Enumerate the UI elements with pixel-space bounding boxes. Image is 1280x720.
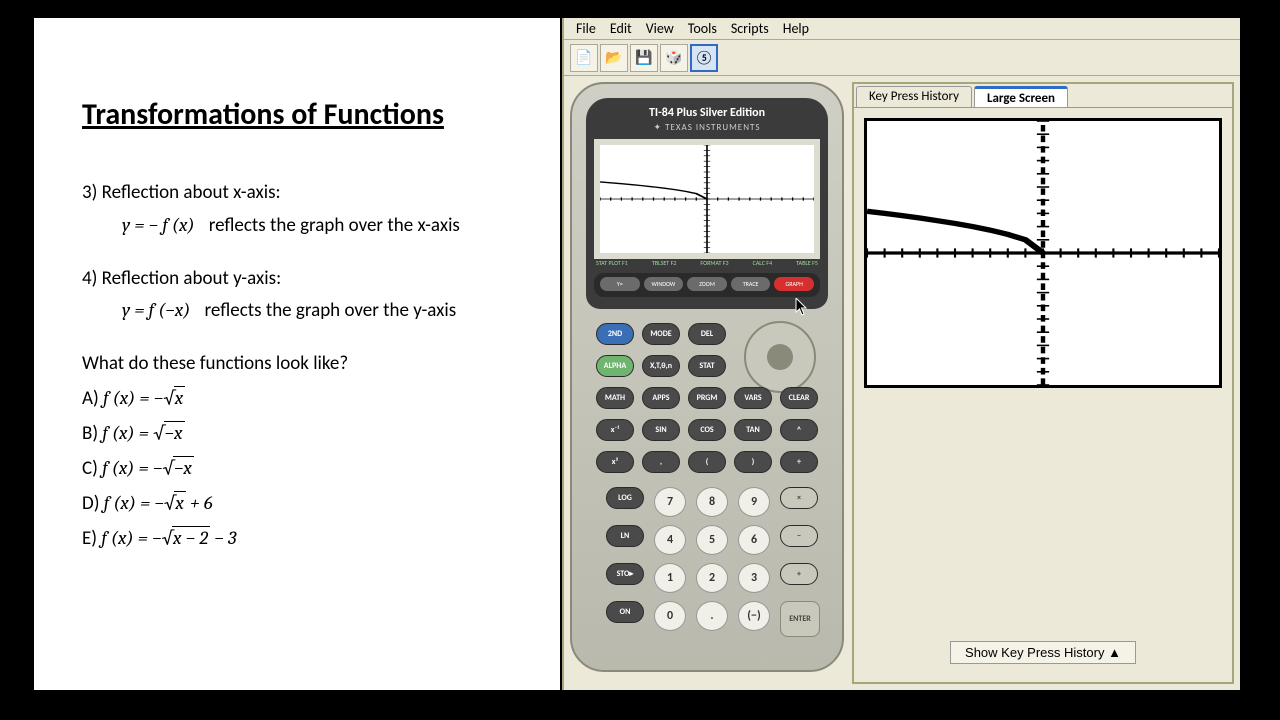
menu-tools[interactable]: Tools [682,19,723,38]
tab-large-screen[interactable]: Large Screen [974,86,1068,107]
key-div[interactable]: ÷ [780,451,818,473]
toolbar-save-icon[interactable]: 💾 [630,44,658,72]
menu-view[interactable]: View [640,19,680,38]
question: What do these functions look like? [82,352,520,375]
small-graph [600,145,814,253]
key-mode[interactable]: MODE [642,323,680,345]
key-graph[interactable]: GRAPH [774,277,814,291]
key-xinv[interactable]: x⁻¹ [596,419,634,441]
key-window[interactable]: WINDOW [644,277,684,291]
item-4: 4) Reflection about y-axis: [82,267,520,292]
item-3-eq: y = − f (x) reflects the graph over the … [122,214,520,237]
keypad: 2ND MODE DEL ALPHA X,T,θ,n STAT MATH APP… [586,317,828,677]
eq4: y = f (−x) [122,299,190,321]
key-7[interactable]: 7 [654,487,686,517]
key-mul[interactable]: × [780,487,818,509]
tabs: Key Press History Large Screen [854,84,1232,108]
calculator: TI-84 Plus Silver Edition ✦ TEXAS INSTRU… [570,82,844,672]
key-8[interactable]: 8 [696,487,728,517]
calc-brand: ✦ TEXAS INSTRUMENTS [594,122,820,133]
key-lpar[interactable]: ( [688,451,726,473]
key-ln[interactable]: LN [606,525,644,547]
emulator-panel: File Edit View Tools Scripts Help 📄 📂 💾 … [562,18,1240,690]
key-comma[interactable]: , [642,451,680,473]
key-stat[interactable]: STAT [688,355,726,377]
key-clear[interactable]: CLEAR [780,387,818,409]
key-3[interactable]: 3 [738,563,770,593]
calc-model: TI-84 Plus Silver Edition [594,106,820,120]
key-enter[interactable]: ENTER [780,601,820,637]
key-caret[interactable]: ^ [780,419,818,441]
large-graph [867,121,1219,385]
option-d: D) f (x) = −x + 6 [82,492,520,515]
key-2[interactable]: 2 [696,563,728,593]
toolbar: 📄 📂 💾 🎲 ⑤ [564,40,1240,76]
key-sin[interactable]: SIN [642,419,680,441]
large-screen [864,118,1222,388]
key-9[interactable]: 9 [738,487,770,517]
key-6[interactable]: 6 [738,525,770,555]
document-panel: Transformations of Functions 3) Reflecti… [34,18,562,690]
key-alpha[interactable]: ALPHA [596,355,634,377]
key-cos[interactable]: COS [688,419,726,441]
toolbar-open-icon[interactable]: 📂 [600,44,628,72]
eq3-desc: reflects the graph over the x-axis [209,214,460,237]
key-dot[interactable]: . [696,601,728,631]
key-log[interactable]: LOG [606,487,644,509]
key-rpar[interactable]: ) [734,451,772,473]
menu-edit[interactable]: Edit [604,19,638,38]
menu-file[interactable]: File [570,19,602,38]
item-4-eq: y = f (−x) reflects the graph over the y… [122,299,520,322]
option-e: E) f (x) = −x − 2 − 3 [82,527,520,550]
fn-row: Y= WINDOW ZOOM TRACE GRAPH [594,273,820,297]
eq3: y = − f (x) [122,214,195,236]
show-history-button[interactable]: Show Key Press History ▲ [950,641,1136,664]
option-a: A) f (x) = −x [82,387,520,410]
key-vars[interactable]: VARS [734,387,772,409]
key-neg[interactable]: (−) [738,601,770,631]
menubar: File Edit View Tools Scripts Help [564,18,1240,40]
menu-scripts[interactable]: Scripts [725,19,775,38]
key-5[interactable]: 5 [696,525,728,555]
toolbar-screenshot-icon[interactable]: ⑤ [690,44,718,72]
key-y-equals[interactable]: Y= [600,277,640,291]
key-2nd[interactable]: 2ND [596,323,634,345]
key-zoom[interactable]: ZOOM [687,277,727,291]
key-math[interactable]: MATH [596,387,634,409]
key-sto[interactable]: STO▸ [606,563,644,585]
key-trace[interactable]: TRACE [731,277,771,291]
key-tan[interactable]: TAN [734,419,772,441]
key-on[interactable]: ON [606,601,644,623]
key-1[interactable]: 1 [654,563,686,593]
key-add[interactable]: + [780,563,818,585]
eq4-desc: reflects the graph over the y-axis [205,299,457,322]
key-sub[interactable]: − [780,525,818,547]
toolbar-cube-icon[interactable]: 🎲 [660,44,688,72]
toolbar-new-icon[interactable]: 📄 [570,44,598,72]
key-prgm[interactable]: PRGM [688,387,726,409]
menu-help[interactable]: Help [777,19,815,38]
key-xt[interactable]: X,T,θ,n [642,355,680,377]
key-del[interactable]: DEL [688,323,726,345]
graph-panel: Key Press History Large Screen [852,82,1234,684]
key-apps[interactable]: APPS [642,387,680,409]
option-b: B) f (x) = −x [82,422,520,445]
tab-history[interactable]: Key Press History [856,86,972,107]
option-c: C) f (x) = −−x [82,457,520,480]
page-title: Transformations of Functions [82,96,520,133]
item-3: 3) Reflection about x-axis: [82,181,520,206]
key-4[interactable]: 4 [654,525,686,555]
key-0[interactable]: 0 [654,601,686,631]
calc-screen [594,139,820,259]
key-x2[interactable]: x² [596,451,634,473]
fn-labels: STAT PLOT F1TBLSET F2FORMAT F3CALC F4TAB… [594,259,820,267]
